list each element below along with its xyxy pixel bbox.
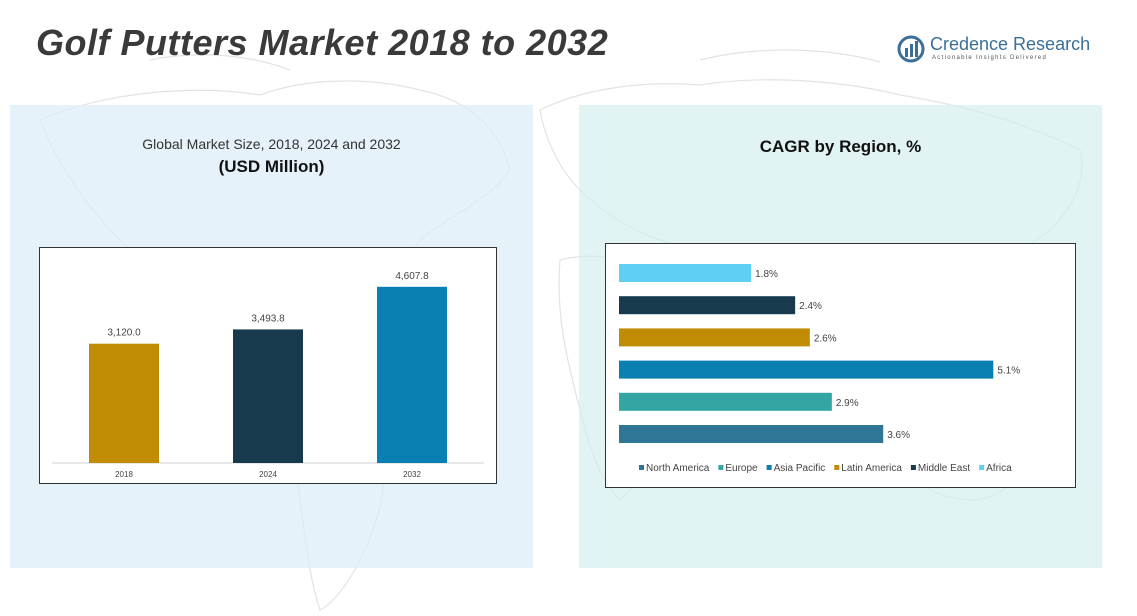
legend-label-latin-america: Latin America [841, 463, 902, 474]
bar-north-america [619, 425, 884, 443]
legend: North America Europe Asia Pacific Latin Ame… [639, 463, 1012, 474]
page-title: Golf Putters Market 2018 to 2032 [36, 22, 609, 63]
cagr-bar-chart: 1.8% 2.4% 2.6% 5.1% 2.9% 3.6% North America Eur… [619, 264, 1020, 474]
bar-2018 [89, 343, 159, 463]
value-label-asia-pacific: 5.1% [997, 366, 1020, 377]
bar-africa [619, 264, 752, 282]
legend-label-europe: Europe [725, 463, 758, 474]
legend-swatch-north-america [639, 465, 644, 470]
logo-tagline: Actionable Insights Delivered [932, 55, 1048, 61]
value-label-latin-america: 2.6% [814, 333, 837, 344]
value-label-2024: 3,493.8 [251, 313, 285, 324]
legend-label-africa: Africa [986, 463, 1012, 474]
market-size-bar-chart: 3,120.0 2018 3,493.8 2024 4,607.8 2032 [52, 271, 484, 479]
legend-label-north-america: North America [646, 463, 710, 474]
bar-europe [619, 392, 832, 411]
value-label-africa: 1.8% [755, 269, 778, 280]
tick-label-2024: 2024 [259, 470, 277, 479]
legend-swatch-asia-pacific [766, 465, 772, 470]
market-size-subtitle: Global Market Size, 2018, 2024 and 2032 [142, 136, 401, 152]
legend-swatch-middle-east [910, 465, 916, 470]
legend-swatch-europe [718, 465, 724, 470]
bar-middle-east [619, 296, 796, 315]
legend-swatch-africa [979, 465, 985, 470]
logo-name: Credence Research [930, 34, 1091, 54]
bar-latin-america [619, 328, 810, 347]
market-size-chart: 3,120.0 2018 3,493.8 2024 4,607.8 2032 [39, 247, 497, 484]
value-label-2018: 3,120.0 [107, 328, 141, 339]
bar-2032 [377, 286, 447, 463]
value-label-europe: 2.9% [836, 398, 859, 409]
tick-label-2032: 2032 [403, 470, 421, 479]
value-label-middle-east: 2.4% [799, 301, 822, 312]
bar-asia-pacific [619, 360, 994, 379]
credence-research-logo: Credence Research Actionable Insights De… [896, 32, 1090, 66]
value-label-north-america: 3.6% [887, 430, 910, 441]
cagr-chart: 1.8% 2.4% 2.6% 5.1% 2.9% 3.6% North America Eur… [605, 243, 1076, 488]
cagr-title: CAGR by Region, % [759, 137, 922, 156]
legend-label-middle-east: Middle East [918, 463, 970, 474]
bar-2024 [233, 329, 303, 463]
credence-logo-icon [897, 35, 925, 63]
value-label-2032: 4,607.8 [395, 271, 429, 282]
legend-label-asia-pacific: Asia Pacific [774, 463, 826, 474]
tick-label-2018: 2018 [115, 470, 133, 479]
market-size-unit: (USD Million) [218, 157, 325, 176]
legend-swatch-latin-america [834, 465, 840, 470]
